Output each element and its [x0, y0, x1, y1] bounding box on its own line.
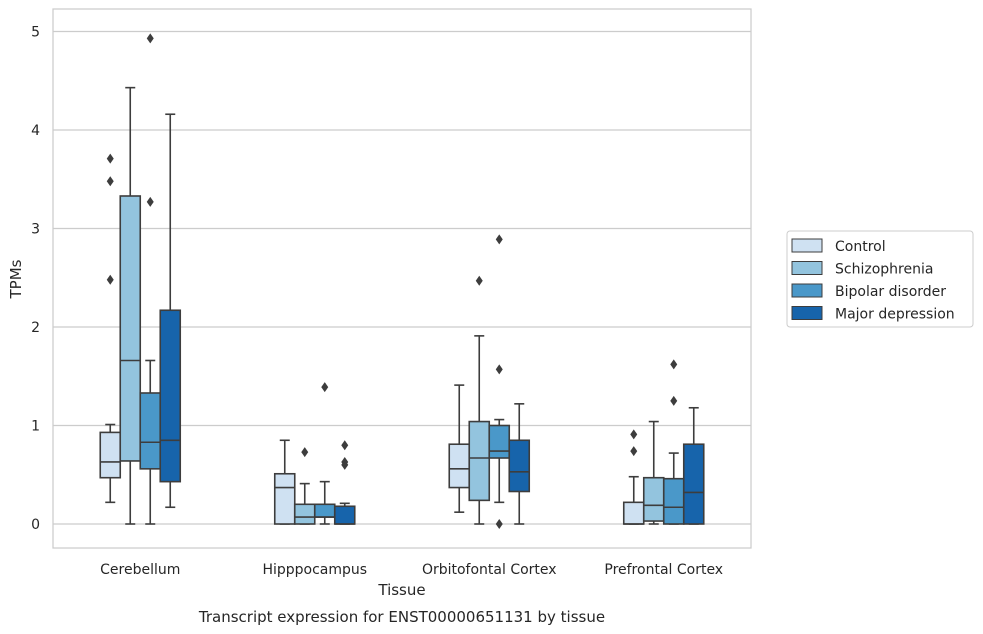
- x-tick-label: Prefrontal Cortex: [604, 562, 723, 578]
- legend-swatch: [791, 261, 823, 275]
- box: [488, 424, 511, 459]
- legend-label: Schizophrenia: [835, 262, 933, 278]
- outlier-point: [301, 447, 309, 458]
- y-tick-label: 5: [31, 25, 40, 41]
- box: [662, 477, 685, 525]
- outlier-point: [106, 176, 114, 187]
- legend: Control Schizophrenia Bipolar disorder Majo…: [786, 230, 974, 328]
- y-tick-label: 0: [31, 517, 40, 533]
- outlier-point: [495, 519, 503, 529]
- y-tick-label: 2: [31, 320, 40, 336]
- outlier-point: [146, 196, 154, 207]
- box-plot: [488, 234, 511, 529]
- x-axis-label: Tissue: [377, 581, 425, 599]
- box: [313, 503, 336, 518]
- outlier-point: [475, 275, 483, 286]
- box-plot: [159, 113, 182, 509]
- box-plot: [293, 447, 316, 525]
- box: [448, 443, 471, 489]
- x-tick-label: Cerebellum: [100, 562, 180, 578]
- box-plot: [662, 359, 685, 525]
- box-plot: [273, 439, 296, 525]
- box: [642, 476, 665, 522]
- outlier-point: [146, 33, 154, 44]
- box-plot: [468, 275, 491, 525]
- box: [293, 503, 316, 525]
- box: [333, 505, 356, 525]
- box: [139, 392, 162, 470]
- y-tick-labels: 0 1 2 3 4 5: [31, 25, 40, 534]
- box-plot: [642, 420, 665, 525]
- box: [508, 439, 531, 493]
- box-plot: [313, 382, 336, 525]
- outlier-point: [495, 364, 503, 375]
- outlier-point: [630, 446, 638, 457]
- box-plot: [99, 153, 122, 504]
- box: [119, 195, 142, 462]
- box-plot: [508, 403, 531, 525]
- legend-label: Bipolar disorder: [835, 284, 946, 300]
- outlier-point: [341, 456, 349, 467]
- box-plot: [682, 406, 705, 525]
- box: [99, 431, 122, 479]
- box-plot: [119, 86, 142, 525]
- y-tick-label: 4: [31, 123, 40, 139]
- x-tick-label: Orbitofontal Cortex: [422, 562, 557, 578]
- x-tick-label: Hipppocampus: [262, 562, 367, 578]
- legend-swatch: [791, 306, 823, 320]
- box: [159, 309, 182, 483]
- outlier-point: [670, 395, 678, 406]
- outlier-point: [321, 382, 329, 393]
- legend-label: Major depression: [835, 307, 955, 323]
- box-plot: [139, 33, 162, 525]
- outlier-point: [630, 429, 638, 440]
- y-tick-label: 3: [31, 222, 40, 238]
- box-plot: [622, 429, 645, 525]
- outlier-point: [495, 234, 503, 245]
- box: [273, 472, 296, 525]
- outlier-point: [341, 440, 349, 451]
- box-plot: [448, 384, 471, 513]
- chart-caption: Transcript expression for ENST0000065113…: [198, 608, 605, 626]
- box: [468, 420, 491, 502]
- legend-label: Control: [835, 239, 886, 255]
- outlier-point: [106, 153, 114, 164]
- legend-swatch: [791, 238, 823, 253]
- y-axis-label: TPMs: [7, 259, 25, 299]
- outlier-point: [670, 359, 678, 370]
- box: [622, 501, 645, 525]
- box: [682, 443, 705, 525]
- x-tick-labels: Cerebellum Hipppocampus Orbitofontal Corte…: [100, 562, 723, 578]
- box-plot: [333, 440, 356, 525]
- outlier-point: [106, 274, 114, 285]
- box-plots: [99, 33, 705, 529]
- legend-swatch: [791, 283, 823, 298]
- y-tick-label: 1: [31, 419, 40, 435]
- legend-frame: [786, 230, 974, 328]
- plot-frame: [52, 8, 752, 549]
